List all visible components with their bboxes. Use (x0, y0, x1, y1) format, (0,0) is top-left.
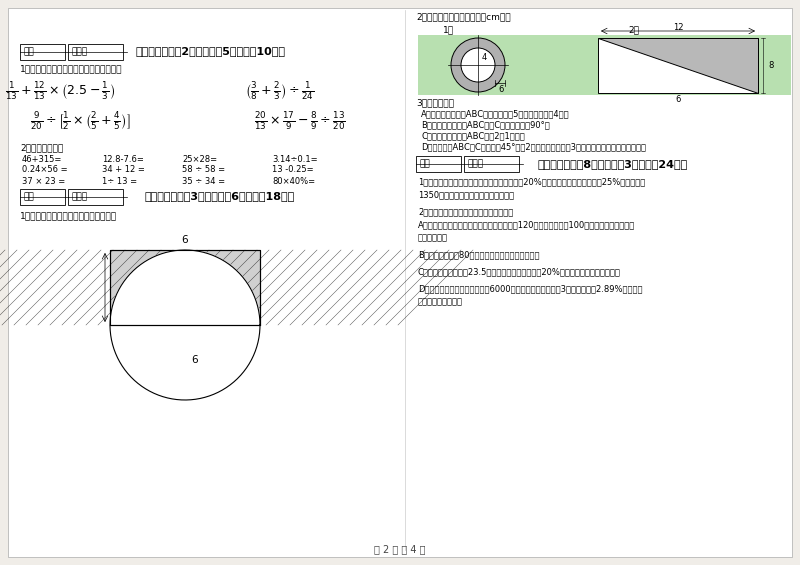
Text: 34 + 12 =: 34 + 12 = (102, 166, 145, 175)
Text: 80×40%=: 80×40%= (272, 177, 315, 186)
Text: D．在三角形ABC的C点南偏东45°方向2厘米处画一个直径3厘米的圆（长度为实际长度）。: D．在三角形ABC的C点南偏东45°方向2厘米处画一个直径3厘米的圆（长度为实际… (421, 142, 646, 151)
Text: 6: 6 (182, 235, 188, 245)
Text: B．将下面的三角形ABC，绕C点逆时针旋转90°。: B．将下面的三角形ABC，绕C点逆时针旋转90°。 (421, 120, 550, 129)
Text: 58 ÷ 58 =: 58 ÷ 58 = (182, 166, 225, 175)
Text: 评卷人: 评卷人 (71, 47, 87, 56)
Text: $\left(\frac{3}{8}+\frac{2}{3}\right)\div\frac{1}{24}$: $\left(\frac{3}{8}+\frac{2}{3}\right)\di… (246, 80, 314, 102)
Text: 得分: 得分 (419, 159, 430, 168)
Text: 1÷ 13 =: 1÷ 13 = (102, 177, 137, 186)
Text: A．将下面的三角形ABC，先向下平移5格，再向左平移4格。: A．将下面的三角形ABC，先向下平移5格，再向左平移4格。 (421, 110, 570, 119)
Bar (464, 156, 519, 172)
Bar (418, 35, 791, 95)
Text: 做百分之几？: 做百分之几？ (418, 233, 448, 242)
Bar (20, 44, 65, 60)
Text: D．小林的妈妈在农业银行买了6000元国家建设债券，定期3年，年利率为2.89%，到期能: D．小林的妈妈在农业银行买了6000元国家建设债券，定期3年，年利率为2.89%… (418, 285, 642, 293)
Text: 35 ÷ 34 =: 35 ÷ 34 = (182, 177, 225, 186)
Text: 6: 6 (192, 355, 198, 365)
Text: 五、综合题（共3小题，每题6分，共计18分）: 五、综合题（共3小题，每题6分，共计18分） (145, 191, 295, 201)
Text: 2．下面各题，只列出综合算式，不解答。: 2．下面各题，只列出综合算式，不解答。 (418, 207, 514, 216)
Text: B．六年级有男生80人，比女生多，女生有多少人？: B．六年级有男生80人，比女生多，女生有多少人？ (418, 250, 539, 259)
Bar (68, 189, 123, 205)
Text: 3.14÷0.1=: 3.14÷0.1= (272, 154, 318, 163)
Text: 4: 4 (482, 54, 487, 63)
Text: A．六一儿童节，同学们做纸花，六年级做了120朵，五年级做了100朵，六年级比五年级多: A．六一儿童节，同学们做纸花，六年级做了120朵，五年级做了100朵，六年级比五… (418, 220, 635, 229)
Text: 第 2 页 共 4 页: 第 2 页 共 4 页 (374, 544, 426, 554)
Text: 3．依次解答。: 3．依次解答。 (416, 98, 454, 107)
Bar (598, 38, 758, 93)
Bar (416, 156, 461, 172)
Text: 46+315=: 46+315= (22, 154, 62, 163)
Bar (20, 189, 65, 205)
Text: 2．直接写得数。: 2．直接写得数。 (20, 144, 63, 153)
Bar (68, 44, 123, 60)
Text: 0.24×56 =: 0.24×56 = (22, 166, 68, 175)
Polygon shape (110, 250, 260, 325)
Text: 四、计算题（共2小题，每题5分，共计10分）: 四、计算题（共2小题，每题5分，共计10分） (135, 46, 285, 56)
Text: 1．求阴影部分的面积（单位：厘米）。: 1．求阴影部分的面积（单位：厘米）。 (20, 211, 117, 220)
Text: 得分: 得分 (23, 47, 34, 56)
Circle shape (451, 38, 505, 92)
Text: 评卷人: 评卷人 (467, 159, 483, 168)
Text: 得分: 得分 (23, 193, 34, 202)
Text: 六、应用题（共8小题，每题3分，共计24分）: 六、应用题（共8小题，每题3分，共计24分） (538, 159, 688, 169)
Bar (110, 250, 260, 325)
Text: 1．脱式计算，能简便计算的要简便计算。: 1．脱式计算，能简便计算的要简便计算。 (20, 64, 122, 73)
Text: $\frac{9}{20}\div\left[\frac{1}{2}\times\left(\frac{2}{5}+\frac{4}{5}\right)\rig: $\frac{9}{20}\div\left[\frac{1}{2}\times… (30, 110, 130, 132)
Polygon shape (110, 325, 260, 400)
Text: C．将下面的三角形ABC，按2：1放大。: C．将下面的三角形ABC，按2：1放大。 (421, 132, 525, 141)
Text: 1．芳芳打一份稿件，上午打了这份稿件总字的20%，下午打了这份稿件总字的25%，一共打了: 1．芳芳打一份稿件，上午打了这份稿件总字的20%，下午打了这份稿件总字的25%，… (418, 177, 646, 186)
Text: 25×28=: 25×28= (182, 154, 217, 163)
Text: 8: 8 (768, 61, 774, 70)
Text: $\frac{1}{13}+\frac{12}{13}\times\left(2.5-\frac{1}{3}\right)$: $\frac{1}{13}+\frac{12}{13}\times\left(2… (5, 80, 115, 102)
Polygon shape (598, 38, 758, 93)
Text: 可获得利息多少元？: 可获得利息多少元？ (418, 298, 463, 306)
Text: 2．: 2． (628, 25, 639, 34)
Text: 2．求阴影部分面积（单位：cm）。: 2．求阴影部分面积（单位：cm）。 (416, 12, 510, 21)
Text: 评卷人: 评卷人 (71, 193, 87, 202)
Text: 1．: 1． (443, 25, 454, 34)
Text: 13 -0.25=: 13 -0.25= (272, 166, 314, 175)
Text: 6: 6 (498, 85, 503, 93)
Text: 37 × 23 =: 37 × 23 = (22, 177, 66, 186)
Text: 12: 12 (673, 23, 683, 32)
Bar (110, 250, 260, 325)
Text: C．王庄去年总产值为23.5万元，今年比去年增加了20%，今年的产值是多少万元？: C．王庄去年总产值为23.5万元，今年比去年增加了20%，今年的产值是多少万元？ (418, 267, 621, 276)
Text: 6: 6 (675, 95, 681, 105)
Circle shape (461, 48, 495, 82)
Text: $\frac{20}{13}\times\frac{17}{9}-\frac{8}{9}\div\frac{13}{20}$: $\frac{20}{13}\times\frac{17}{9}-\frac{8… (254, 110, 346, 132)
Text: 12.8-7.6=: 12.8-7.6= (102, 154, 144, 163)
Text: 1350个字，这份稿件一共有多少个字？: 1350个字，这份稿件一共有多少个字？ (418, 190, 514, 199)
